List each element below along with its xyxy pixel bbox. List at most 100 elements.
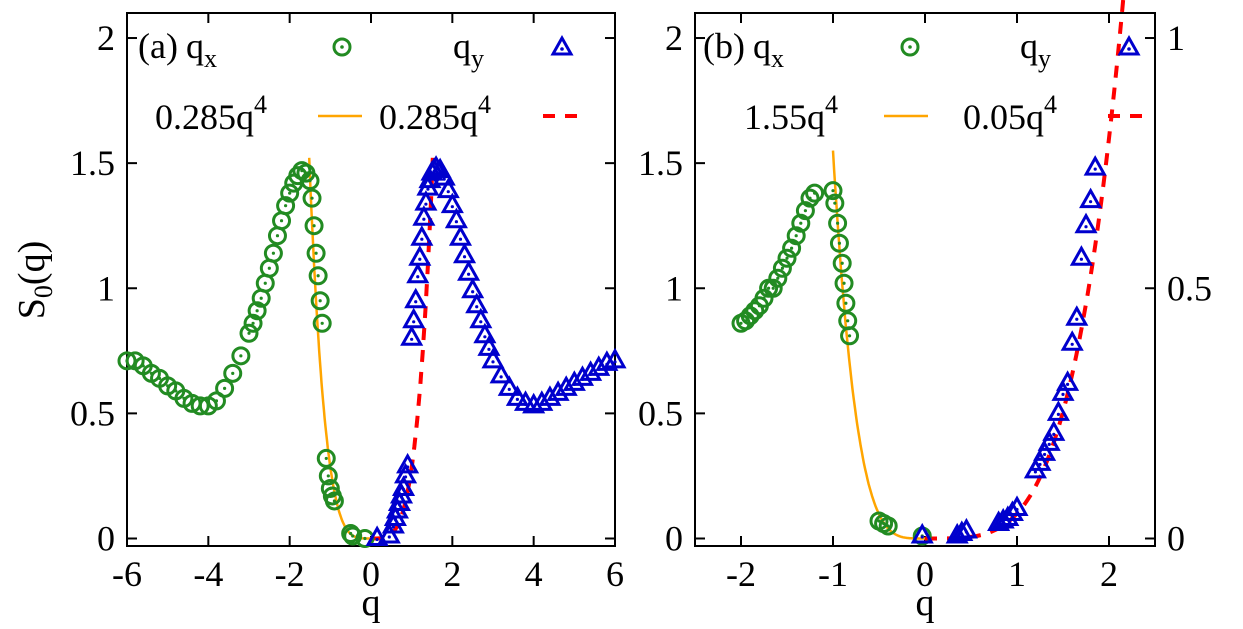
qx-point [763, 278, 783, 298]
qy-point [457, 260, 481, 281]
qy-point [954, 517, 978, 539]
qy-point [440, 192, 464, 214]
panel-b-legend-qy-marker [1117, 34, 1141, 56]
panel-a-legend: (a) qx qy 0.285q4 0.285q4 [138, 26, 584, 137]
panel-b: -2 -1 0 1 2 0 0.5 1 1.5 2 0 0.5 1 q (b) qx qy 1.55q4 … [638, 0, 1212, 624]
y-tick-label: 0.5 [70, 393, 115, 433]
panel-a-legend-qy-marker [550, 34, 574, 56]
x-tick-label: 6 [606, 554, 624, 594]
panel-b-points [731, 155, 1107, 546]
panel-a-ylabel: S0(q) [11, 241, 58, 319]
qy-point [505, 385, 529, 406]
panel-b-legend-fit-y-label: 0.05q4 [963, 90, 1057, 137]
qy-point [1074, 212, 1098, 234]
panel-a-legend-fit-y-label: 0.285q4 [379, 90, 491, 137]
qx-point [324, 491, 344, 511]
qx-point [243, 313, 263, 333]
x-tick-label: -6 [112, 554, 142, 594]
qx-point [768, 268, 788, 288]
qx-point [772, 258, 792, 278]
qx-point [316, 448, 336, 468]
qy-point [377, 522, 401, 544]
qy-point [1037, 430, 1061, 451]
panel-a-points [117, 155, 627, 548]
qy-point [444, 207, 468, 229]
qx-point [255, 273, 275, 293]
qy-point [1033, 440, 1057, 461]
qx-point [308, 266, 328, 286]
qy-point [1028, 450, 1052, 471]
qx-point [836, 293, 856, 313]
qx-point [304, 216, 324, 236]
qx-point [829, 233, 849, 253]
qy-point [365, 525, 389, 546]
qy-point [489, 362, 513, 384]
qy-point [469, 307, 493, 329]
qy-point [432, 165, 456, 186]
y2-tick-label: 1 [1167, 18, 1185, 58]
qx-point [280, 183, 300, 203]
qx-point [834, 273, 854, 293]
qy-point [1056, 370, 1080, 391]
y-tick-label: 0 [97, 518, 115, 558]
qy-point [394, 462, 418, 484]
panel-b-xlabel: q [916, 582, 935, 624]
qy-point [481, 347, 505, 369]
qx-point [223, 363, 243, 383]
qx-point [825, 193, 845, 213]
panel-a-legend-qy-label: qy [453, 26, 484, 73]
panel-b-legend-fit-x-label: 1.55q4 [744, 90, 838, 137]
qx-point [310, 291, 330, 311]
x-tick-label: 2 [443, 554, 461, 594]
qy-point [497, 375, 521, 396]
qy-point [1069, 245, 1093, 266]
panel-b-ticks: -2 -1 0 1 2 0 0.5 1 1.5 2 0 0.5 1 [638, 13, 1212, 594]
qx-point [777, 248, 797, 268]
qx-point [259, 258, 279, 278]
qx-point [878, 516, 898, 536]
panel-b-legend-qy-label: qy [1020, 26, 1051, 73]
qy-point [448, 225, 473, 246]
x-tick-label: 0 [362, 554, 380, 594]
panel-b-legend: (b) qx qy 1.55q4 0.05q4 [703, 26, 1148, 137]
qy-point [473, 322, 497, 344]
panel-a-legend-fit-x-label: 0.285q4 [155, 90, 267, 137]
fit-curve-qy [925, 0, 1126, 541]
qx-point [312, 313, 332, 333]
qy-point [408, 245, 432, 266]
x-tick-label: 4 [525, 554, 543, 594]
panel-b-legend-title: (b) qx [703, 26, 784, 73]
y-tick-label: 1 [665, 268, 683, 308]
qx-point [805, 183, 825, 203]
qx-point [306, 243, 326, 263]
y-tick-label: 1.5 [638, 143, 683, 183]
panel-a-ticks: -6 -4 -2 0 2 4 6 0 0.5 1 1.5 2 [70, 13, 624, 594]
qy-point [1051, 380, 1075, 401]
qx-point [276, 196, 296, 216]
qx-point [215, 378, 235, 398]
y-tick-label: 2 [97, 18, 115, 58]
panel-b-legend-qx-marker [900, 37, 920, 57]
qx-point [832, 253, 852, 273]
y-tick-label: 1.5 [70, 143, 115, 183]
qy-point [436, 177, 460, 199]
qx-point [828, 213, 848, 233]
qy-point [1065, 305, 1089, 326]
y-tick-label: 0.5 [638, 393, 683, 433]
qy-point [406, 262, 430, 284]
qy-point [477, 335, 501, 356]
qx-point [239, 323, 259, 343]
qx-point [795, 201, 815, 221]
qx-point [786, 226, 806, 246]
qy-point [1079, 187, 1103, 209]
y-tick-label: 2 [665, 18, 683, 58]
panel-a-legend-qx-marker [332, 37, 352, 57]
qy-point [1083, 155, 1107, 176]
x-tick-label: -4 [193, 554, 223, 594]
x-tick-label: -2 [275, 554, 305, 594]
qy-point [461, 277, 485, 299]
y-tick-label: 1 [97, 268, 115, 308]
panel-b-fits [831, 0, 1126, 541]
qx-point [247, 301, 267, 321]
